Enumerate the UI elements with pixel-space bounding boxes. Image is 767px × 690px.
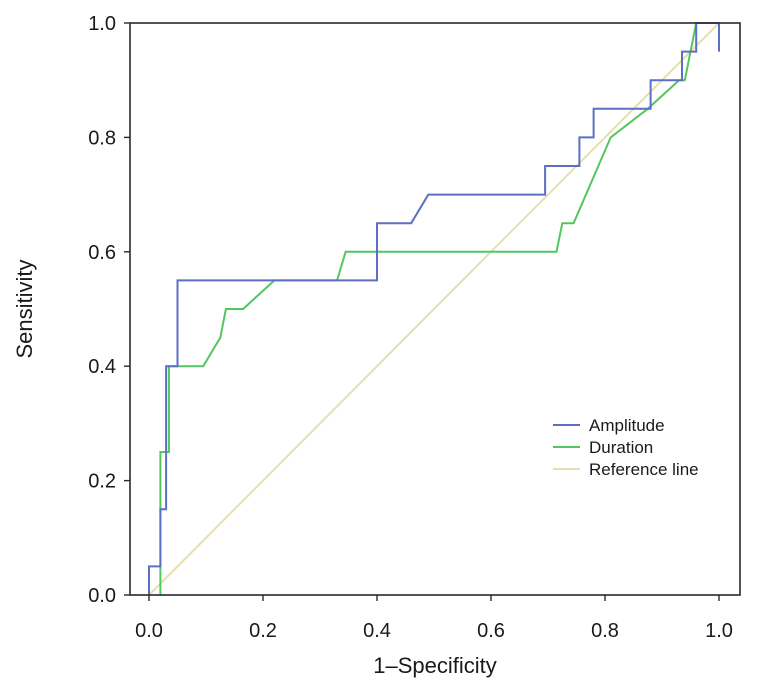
- series-layer: [148, 22, 720, 596]
- x-tick-label: 1.0: [705, 620, 733, 642]
- ticks-layer: 0.0 0.2 0.4 0.6 0.8 1.0 0.0 0.2 0.4 0.6 0.8 1.0: [88, 13, 733, 642]
- series-line-reference-line: [148, 22, 720, 596]
- series-line-amplitude: [148, 22, 720, 595]
- x-tick-label: 0.0: [135, 620, 163, 642]
- x-tick-label: 0.6: [477, 620, 505, 642]
- plot-frame: [129, 22, 741, 596]
- y-tick-label: 0.0: [88, 585, 116, 607]
- x-tick-label: 0.8: [591, 620, 619, 642]
- x-tick-label: 0.4: [363, 620, 391, 642]
- y-tick-label: 0.6: [88, 242, 116, 264]
- y-tick-label: 1.0: [88, 13, 116, 35]
- x-axis-title: 1–Specificity: [373, 653, 497, 678]
- y-tick-label: 0.8: [88, 127, 116, 149]
- y-tick-label: 0.2: [88, 471, 116, 493]
- y-tick-label: 0.4: [88, 356, 116, 378]
- legend-label-duration: Duration: [589, 438, 653, 457]
- legend-label-amplitude: Amplitude: [589, 416, 665, 435]
- legend: Amplitude Duration Reference line: [553, 416, 699, 479]
- y-axis-title: Sensitivity: [12, 259, 37, 358]
- legend-label-reference-line: Reference line: [589, 460, 699, 479]
- x-tick-label: 0.2: [249, 620, 277, 642]
